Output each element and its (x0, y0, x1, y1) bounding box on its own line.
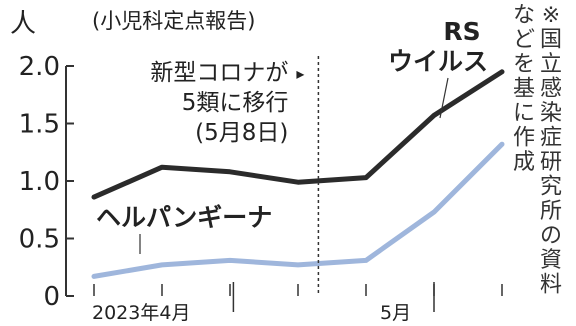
series-line (91, 141, 505, 279)
series-label-rs: RS (443, 17, 480, 46)
y-tick-label: 2.0 (19, 52, 60, 82)
y-tick-group: 0 0.5 1.0 1.5 2.0 (19, 52, 74, 312)
source-note-char: 立 (540, 52, 562, 77)
series-layer (91, 69, 505, 279)
series-line (91, 69, 505, 200)
source-note-char: に (513, 101, 535, 126)
source-note-char: 基 (513, 77, 535, 102)
y-axis-label: 人 (10, 9, 36, 39)
source-note-char: 所 (540, 199, 562, 224)
source-note-char: ど (513, 28, 535, 53)
source-note-char: 資 (540, 248, 562, 273)
x-tick-label: 5月 (380, 302, 411, 324)
source-note-char: 研 (540, 150, 562, 175)
annotation-arrow: ▸ (296, 64, 304, 83)
x-tick-label: 2023年4月 (92, 302, 190, 324)
series-label-herpangina: ヘルパンギーナ (96, 203, 272, 232)
y-tick-label: 0.5 (19, 225, 60, 255)
source-note-char: 成 (513, 150, 535, 175)
source-note-char: な (513, 3, 535, 28)
y-tick-label: 0 (43, 282, 60, 312)
source-note-char: を (513, 52, 535, 77)
source-note-char: 症 (540, 126, 562, 151)
annotation-line: 5類に移行 (182, 90, 289, 116)
chart-subtitle: (小児科定点報告) (92, 9, 255, 33)
source-note-char: 染 (540, 101, 562, 126)
annotation-line: (5月8日) (195, 120, 288, 146)
source-note-char: ※ (542, 3, 560, 28)
source-note-char: の (540, 224, 562, 249)
series-label-rs: ウイルス (388, 47, 488, 76)
y-tick-label: 1.5 (19, 110, 60, 140)
source-note-char: 料 (540, 273, 562, 298)
series-label-leader (439, 77, 449, 119)
source-note-char: 作 (513, 126, 535, 151)
x-tick-group: 2023年4月 5月 (92, 282, 503, 324)
annotation-text: 新型コロナが 5類に移行 (5月8日) (150, 60, 288, 146)
source-note-char: 感 (540, 77, 562, 102)
source-note-char: 国 (540, 28, 562, 53)
source-note-char: 究 (540, 175, 562, 200)
annotation-line: 新型コロナが (150, 60, 288, 86)
y-tick-label: 1.0 (19, 167, 60, 197)
